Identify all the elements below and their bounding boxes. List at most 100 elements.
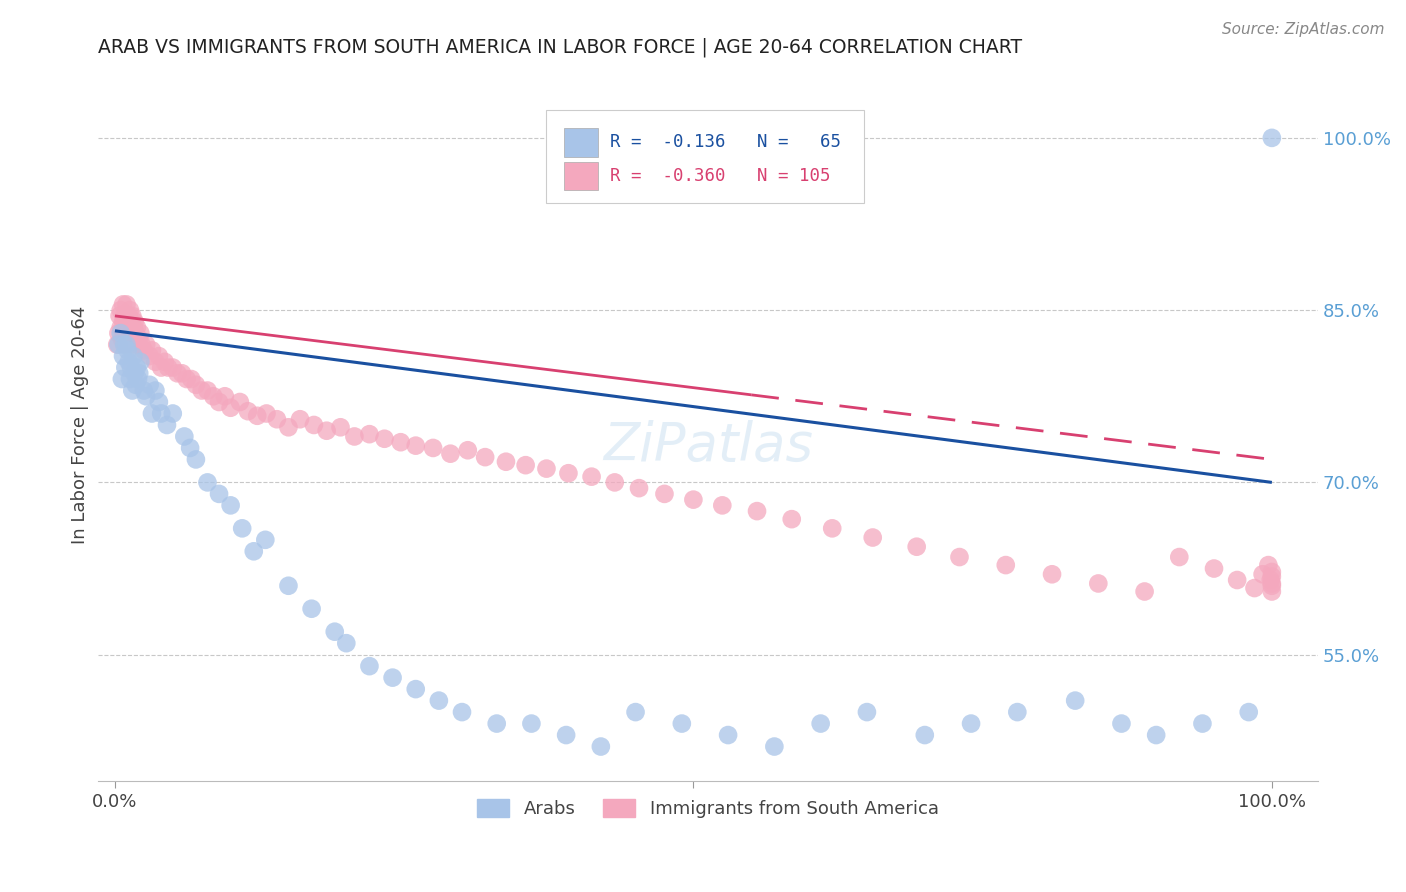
Point (905, 540, 928, 554)
Point (176, 372, 198, 386)
Point (118, 320, 141, 334)
Point (457, 443, 479, 458)
Point (654, 487, 676, 501)
Point (118, 303, 141, 318)
Point (118, 355, 141, 369)
Point (948, 549, 970, 564)
Point (451, 705, 474, 719)
Point (107, 337, 129, 351)
Point (184, 452, 207, 467)
Point (581, 469, 603, 483)
Point (121, 326, 143, 340)
Point (763, 739, 786, 754)
Point (114, 320, 136, 334)
Point (110, 326, 132, 340)
Point (107, 326, 129, 340)
Point (153, 355, 176, 369)
Point (277, 420, 299, 434)
Point (127, 372, 149, 386)
Point (1191, 716, 1213, 731)
Point (335, 636, 357, 650)
Point (242, 544, 264, 558)
Point (266, 412, 288, 426)
Point (179, 441, 201, 455)
Text: Source: ZipAtlas.com: Source: ZipAtlas.com (1222, 22, 1385, 37)
Point (111, 332, 134, 346)
Point (439, 447, 461, 461)
Point (145, 384, 167, 398)
Y-axis label: In Labor Force | Age 20-64: In Labor Force | Age 20-64 (72, 306, 89, 544)
Point (138, 349, 160, 363)
FancyBboxPatch shape (546, 110, 865, 202)
FancyBboxPatch shape (564, 161, 598, 190)
Point (405, 682, 427, 697)
Point (389, 435, 412, 450)
Point (120, 360, 142, 375)
Point (112, 297, 135, 311)
Point (1257, 558, 1279, 573)
Point (166, 366, 188, 380)
Point (105, 337, 128, 351)
Point (1087, 576, 1109, 591)
Point (862, 531, 884, 545)
Point (122, 337, 145, 351)
Point (520, 716, 543, 731)
Point (329, 420, 352, 434)
Point (125, 360, 148, 375)
Point (135, 337, 157, 351)
Point (157, 360, 180, 375)
Point (1007, 705, 1029, 719)
Point (117, 315, 139, 329)
Point (135, 389, 157, 403)
Point (125, 320, 148, 334)
Point (256, 407, 278, 421)
Legend: Arabs, Immigrants from South America: Arabs, Immigrants from South America (470, 791, 946, 825)
Point (132, 343, 155, 358)
Point (184, 377, 207, 392)
Text: R =  -0.360   N = 105: R = -0.360 N = 105 (610, 167, 831, 185)
Point (682, 492, 704, 507)
Point (624, 705, 647, 719)
Text: ZiPatlas: ZiPatlas (603, 420, 813, 473)
Point (112, 337, 135, 351)
Point (359, 659, 381, 673)
Point (124, 366, 146, 380)
Point (1260, 573, 1282, 587)
Point (515, 458, 537, 472)
Point (1251, 567, 1274, 582)
Point (810, 716, 832, 731)
Point (254, 533, 277, 547)
Point (1168, 549, 1191, 564)
Point (603, 475, 626, 490)
Text: ARAB VS IMMIGRANTS FROM SOUTH AMERICA IN LABOR FORCE | AGE 20-64 CORRELATION CHA: ARAB VS IMMIGRANTS FROM SOUTH AMERICA IN… (97, 37, 1022, 57)
Point (555, 728, 578, 742)
Point (128, 366, 150, 380)
Point (1261, 569, 1284, 583)
Text: R =  -0.136   N =   65: R = -0.136 N = 65 (610, 133, 841, 152)
Point (115, 309, 138, 323)
Point (132, 384, 155, 398)
Point (112, 349, 135, 363)
Point (1243, 581, 1265, 595)
Point (373, 432, 395, 446)
Point (288, 412, 311, 426)
Point (138, 377, 160, 392)
Point (236, 404, 259, 418)
Point (170, 366, 193, 380)
Point (1144, 728, 1167, 742)
Point (121, 309, 143, 323)
Point (122, 320, 145, 334)
Point (960, 716, 983, 731)
Point (536, 461, 558, 475)
Point (148, 349, 170, 363)
Point (1261, 576, 1284, 591)
Point (125, 326, 148, 340)
Point (117, 332, 139, 346)
Point (422, 441, 444, 455)
Point (1040, 567, 1063, 582)
Point (627, 481, 650, 495)
Point (856, 705, 879, 719)
Point (114, 337, 136, 351)
Point (112, 315, 135, 329)
Point (180, 372, 202, 386)
